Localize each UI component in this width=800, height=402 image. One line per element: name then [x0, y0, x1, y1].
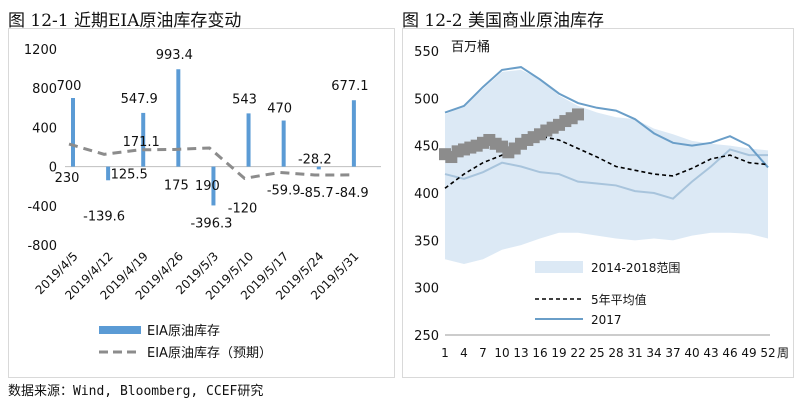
expected-data-label: -85.7 [300, 186, 334, 201]
x-tick-label: 34 [646, 346, 661, 360]
bar-data-label: -139.6 [83, 209, 125, 224]
bar-data-label: 993.4 [156, 48, 193, 63]
x-tick-label: 25 [589, 346, 604, 360]
expected-line [68, 142, 350, 180]
x-tick-label: 7 [479, 346, 487, 360]
expected-data-label: 125.5 [111, 167, 148, 182]
left-chart-caption: 图 12-1 近期EIA原油库存变动 [8, 11, 242, 31]
x-tick-label: 31 [627, 346, 642, 360]
bar-data-label: 470 [267, 102, 292, 117]
us-crude-inventory-chart-panel: 550 500 450 400 350 300 250 百万桶 1 4 7 10 13 16 19 22 25 2… [402, 28, 794, 378]
bar-data-label: -396.3 [190, 216, 232, 231]
us-crude-inventory-chart: 550 500 450 400 350 300 250 百万桶 1 4 7 10 13 16 19 22 25 2… [414, 40, 789, 360]
legend-label-expected: EIA原油库存（预期） [147, 345, 272, 361]
y-tick-label: 400 [414, 187, 439, 202]
bar [281, 120, 286, 167]
marker-2019 [546, 121, 559, 134]
line-2017 [444, 66, 769, 169]
legend-label-band: 2014-2018范围 [591, 261, 680, 275]
y-unit-label: 百万桶 [451, 40, 490, 55]
x-tick-label: 13 [513, 346, 528, 360]
bar [351, 100, 356, 167]
marker-2019 [464, 141, 477, 154]
expected-data-label: 190 [195, 179, 220, 194]
y-tick-label: -800 [27, 239, 57, 254]
expected-data-label: 175 [164, 178, 189, 193]
y-tick-label: 1200 [24, 43, 57, 58]
bar [176, 69, 181, 167]
bar [71, 98, 75, 167]
x-tick-label: 28 [608, 346, 623, 360]
marker-2019 [527, 131, 540, 144]
y-tick-label: 400 [32, 121, 57, 136]
y-tick-label: 300 [414, 282, 439, 297]
bar [106, 166, 111, 181]
range-band-2014-2018 [445, 69, 768, 264]
legend-swatch-band [535, 261, 583, 273]
bar [211, 166, 216, 206]
x-tick-label: 37 [665, 346, 680, 360]
marker-2019 [502, 146, 515, 159]
x-tick-label: 4 [460, 346, 468, 360]
marker-2019 [572, 108, 584, 121]
eia-change-chart: 1200 800 400 0 -400 -800 700 -139.6 547.9 993.4 -3… [24, 43, 381, 361]
y-tick-label: -400 [27, 200, 57, 215]
x-tick-label: 43 [703, 346, 718, 360]
bar [246, 113, 251, 167]
bar-data-label: 700 [57, 79, 82, 94]
expected-data-label: 171.1 [123, 135, 160, 150]
legend-swatch-bar [99, 326, 141, 334]
x-tick-label: 52 [760, 346, 775, 360]
eia-change-chart-panel: 1200 800 400 0 -400 -800 700 -139.6 547.9 993.4 -3… [8, 28, 395, 378]
y-tick-label: 500 [414, 92, 439, 107]
x-tick-label: 49 [741, 346, 756, 360]
bar-data-label: 677.1 [331, 79, 368, 94]
bar-data-label: 543 [232, 92, 257, 107]
x-tick-label: 40 [684, 346, 699, 360]
x-tick-label: 10 [494, 346, 509, 360]
legend-label-2017: 2017 [591, 313, 622, 327]
bar-data-label: -28.2 [298, 152, 332, 167]
right-chart-caption: 图 12-2 美国商业原油库存 [402, 11, 604, 31]
y-tick-label: 550 [414, 45, 439, 60]
x-tick-label: 19 [551, 346, 566, 360]
line-2018 [444, 148, 768, 200]
x-tick-label: 16 [532, 346, 547, 360]
bar [316, 166, 321, 170]
x-tick-label: 1 [441, 346, 449, 360]
expected-data-label: -59.9 [267, 183, 301, 198]
y-tick-label: 350 [414, 234, 439, 249]
legend-label-bar: EIA原油库存 [147, 323, 220, 339]
bar-data-label: 547.9 [121, 92, 158, 107]
x-tick-label: 22 [570, 346, 585, 360]
marker-2019 [540, 124, 553, 137]
legend-label-average: 5年平均值 [591, 292, 647, 307]
y-tick-label: 0 [49, 161, 57, 176]
x-tick-label: 46 [722, 346, 737, 360]
bar [141, 112, 146, 167]
y-tick-label: 450 [414, 140, 439, 155]
y-tick-label: 800 [32, 82, 57, 97]
expected-data-label: -84.9 [335, 186, 369, 201]
y-tick-label: 250 [414, 329, 439, 344]
x-unit-label: 周 [777, 346, 789, 360]
expected-data-label: 230 [55, 171, 80, 186]
data-source-note: 数据来源：Wind, Bloomberg, CCEF研究 [8, 384, 264, 399]
expected-data-label: -120 [228, 201, 258, 216]
